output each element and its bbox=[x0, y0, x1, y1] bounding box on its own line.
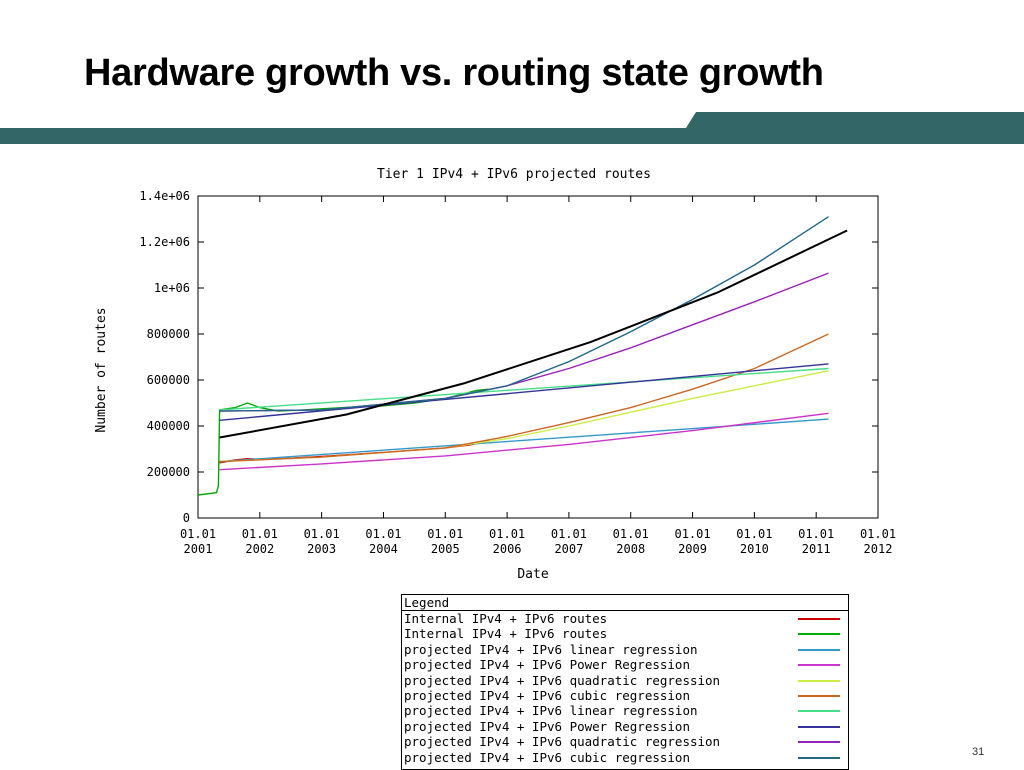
legend-entry-label: projected IPv4 + IPv6 Power Regression bbox=[404, 657, 690, 673]
chart-legend: Legend Internal IPv4 + IPv6 routes Intern… bbox=[401, 594, 849, 770]
chart-svg: Tier 1 IPv4 + IPv6 projected routes 0 200… bbox=[94, 167, 896, 582]
title-bar-shape bbox=[0, 112, 1024, 144]
series-line-5 bbox=[219, 333, 829, 463]
x-tick-label: 2009 bbox=[678, 542, 707, 556]
slide-title: Hardware growth vs. routing state growth bbox=[84, 52, 824, 94]
x-tick-label: 2011 bbox=[802, 542, 831, 556]
legend-entry: projected IPv4 + IPv6 quadratic regressi… bbox=[402, 734, 848, 749]
legend-entry-label: projected IPv4 + IPv6 Power Regression bbox=[404, 718, 690, 734]
y-tick-label: 200000 bbox=[147, 465, 190, 479]
y-tick-label: 800000 bbox=[147, 327, 190, 341]
legend-entry-label: projected IPv4 + IPv6 cubic regression bbox=[404, 749, 690, 765]
legend-entry: projected IPv4 + IPv6 cubic regression bbox=[402, 688, 848, 703]
x-tick-label: 2001 bbox=[184, 542, 213, 556]
series-line-6 bbox=[219, 367, 829, 411]
series-line-7 bbox=[219, 363, 829, 421]
x-tick-label: 01.01 bbox=[613, 527, 649, 541]
legend-entry-label: projected IPv4 + IPv6 linear regression bbox=[404, 703, 698, 719]
x-tick-label: 2005 bbox=[431, 542, 460, 556]
x-tick-label: 2003 bbox=[307, 542, 336, 556]
legend-swatch bbox=[798, 664, 840, 667]
x-tick-label: 01.01 bbox=[736, 527, 772, 541]
x-tick-label: 01.01 bbox=[304, 527, 340, 541]
legend-entry-label: projected IPv4 + IPv6 cubic regression bbox=[404, 687, 690, 703]
legend-entry: projected IPv4 + IPv6 Power Regression bbox=[402, 719, 848, 734]
y-tick-label: 0 bbox=[183, 511, 190, 525]
series-line-8 bbox=[219, 272, 829, 412]
x-tick-label: 01.01 bbox=[489, 527, 525, 541]
x-tick-label: 01.01 bbox=[798, 527, 834, 541]
legend-swatch bbox=[798, 725, 840, 728]
legend-entry: Internal IPv4 + IPv6 routes bbox=[402, 626, 848, 641]
y-axis: 0 200000 400000 600000 800000 1e+06 1.2e+06 1.4… bbox=[139, 189, 878, 525]
legend-entry: projected IPv4 + IPv6 linear regression bbox=[402, 703, 848, 718]
x-axis: 01.01200101.01200201.01200301.01200401.0… bbox=[180, 196, 896, 556]
legend-entry-label: Internal IPv4 + IPv6 routes bbox=[404, 611, 608, 626]
legend-swatch bbox=[798, 648, 840, 651]
x-tick-label: 2007 bbox=[554, 542, 583, 556]
legend-swatch bbox=[798, 679, 840, 682]
legend-entry-label: Internal IPv4 + IPv6 routes bbox=[404, 626, 608, 642]
x-tick-label: 2002 bbox=[245, 542, 274, 556]
x-tick-label: 01.01 bbox=[427, 527, 463, 541]
legend-swatch bbox=[798, 741, 840, 744]
legend-entry-label: projected IPv4 + IPv6 quadratic regressi… bbox=[404, 734, 721, 750]
series-line-3 bbox=[219, 412, 829, 471]
series-line-9 bbox=[219, 216, 829, 412]
x-tick-label: 01.01 bbox=[551, 527, 587, 541]
legend-swatch bbox=[798, 618, 840, 620]
legend-entry-label: projected IPv4 + IPv6 quadratic regressi… bbox=[404, 672, 721, 688]
plot-area bbox=[197, 195, 879, 519]
x-axis-label: Date bbox=[517, 567, 548, 582]
x-tick-label: 2010 bbox=[740, 542, 769, 556]
overlay-trend-line bbox=[219, 229, 848, 439]
legend-entry: projected IPv4 + IPv6 quadratic regressi… bbox=[402, 673, 848, 688]
y-tick-label: 1.4e+06 bbox=[139, 189, 190, 203]
legend-swatch bbox=[798, 710, 840, 713]
chart: Tier 1 IPv4 + IPv6 projected routes 0 200… bbox=[90, 160, 900, 585]
legend-entry: projected IPv4 + IPv6 Power Regression bbox=[402, 657, 848, 672]
x-tick-label: 2006 bbox=[493, 542, 522, 556]
x-tick-label: 01.01 bbox=[674, 527, 710, 541]
legend-entry: Internal IPv4 + IPv6 routes bbox=[402, 611, 848, 626]
y-tick-label: 1e+06 bbox=[154, 281, 190, 295]
chart-title: Tier 1 IPv4 + IPv6 projected routes bbox=[377, 167, 651, 182]
legend-entry: projected IPv4 + IPv6 linear regression bbox=[402, 642, 848, 657]
legend-entry-label: projected IPv4 + IPv6 linear regression bbox=[404, 641, 698, 657]
x-tick-label: 01.01 bbox=[180, 527, 216, 541]
legend-swatch bbox=[798, 756, 840, 759]
y-axis-label: Number of routes bbox=[94, 307, 109, 432]
legend-swatch bbox=[798, 694, 840, 697]
y-tick-label: 400000 bbox=[147, 419, 190, 433]
series-lines bbox=[197, 216, 848, 496]
legend-swatch bbox=[798, 633, 840, 636]
x-tick-label: 01.01 bbox=[242, 527, 278, 541]
legend-rows: Internal IPv4 + IPv6 routes Internal IPv4… bbox=[402, 611, 848, 765]
series-line-1 bbox=[197, 388, 489, 496]
legend-entry: projected IPv4 + IPv6 cubic regression bbox=[402, 750, 848, 765]
y-tick-label: 1.2e+06 bbox=[139, 235, 190, 249]
x-tick-label: 2012 bbox=[864, 542, 893, 556]
y-tick-label: 600000 bbox=[147, 373, 190, 387]
page-number: 31 bbox=[972, 746, 985, 758]
x-tick-label: 2008 bbox=[616, 542, 645, 556]
x-tick-label: 2004 bbox=[369, 542, 398, 556]
legend-header: Legend bbox=[402, 595, 848, 611]
x-tick-label: 01.01 bbox=[860, 527, 896, 541]
title-underline-bar bbox=[0, 112, 1024, 144]
x-tick-label: 01.01 bbox=[365, 527, 401, 541]
